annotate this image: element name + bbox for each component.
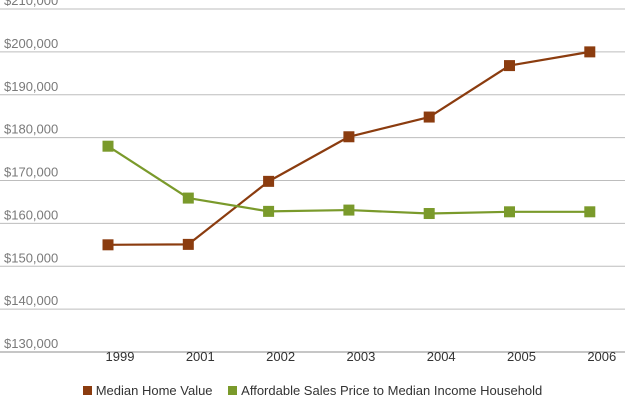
data-point (423, 111, 435, 123)
data-point (343, 204, 355, 216)
series-line (107, 145, 590, 215)
data-point (343, 131, 355, 143)
legend-label: Affordable Sales Price to Median Income … (241, 383, 543, 398)
line-chart: $130,000 $140,000 $150,000 $160,000 $170,000… (0, 0, 625, 364)
x-tick-label: 1999 (106, 349, 135, 364)
x-tick-label: 2001 (186, 349, 215, 364)
y-tick-label: $150,000 (4, 250, 58, 265)
data-point (584, 46, 596, 58)
legend-swatch-affordable-sales-price (228, 386, 238, 395)
data-point (423, 208, 435, 220)
y-tick-label: $130,000 (4, 336, 58, 351)
data-point (504, 60, 515, 72)
legend-label: Median Home Value (95, 383, 213, 398)
x-axis: 1999 2001 2002 2003 2004 2005 2006 (106, 349, 617, 364)
data-point (584, 206, 596, 218)
data-point (102, 140, 114, 152)
gridlines (0, 8, 625, 353)
y-tick-label: $140,000 (4, 293, 58, 308)
data-point (182, 192, 194, 204)
x-tick-label: 2006 (587, 349, 616, 364)
legend: Median Home Value Affordable Sales Price… (0, 383, 625, 398)
series-0 (102, 46, 596, 251)
series-layer (102, 46, 596, 251)
data-point (263, 175, 275, 187)
legend-swatch-median-home-value (82, 386, 92, 395)
y-tick-label: $160,000 (4, 207, 58, 222)
y-tick-label: $170,000 (4, 165, 58, 180)
x-tick-label: 2003 (346, 349, 375, 364)
series-1 (102, 140, 596, 220)
y-tick-label: $180,000 (4, 122, 58, 137)
x-tick-label: 2005 (507, 349, 536, 364)
series-line (107, 50, 590, 246)
data-point (182, 238, 194, 250)
data-point (102, 239, 114, 251)
y-tick-label: $190,000 (4, 79, 58, 94)
data-point (504, 206, 515, 218)
x-tick-label: 2004 (427, 349, 456, 364)
y-axis: $130,000 $140,000 $150,000 $160,000 $170,000… (4, 0, 58, 351)
legend-item-affordable-sales-price: Affordable Sales Price to Median Income … (228, 383, 542, 398)
data-point (263, 205, 275, 217)
legend-item-median-home-value: Median Home Value (82, 383, 213, 398)
y-tick-label: $200,000 (4, 36, 58, 51)
y-tick-label: $210,000 (4, 0, 58, 8)
x-tick-label: 2002 (266, 349, 295, 364)
